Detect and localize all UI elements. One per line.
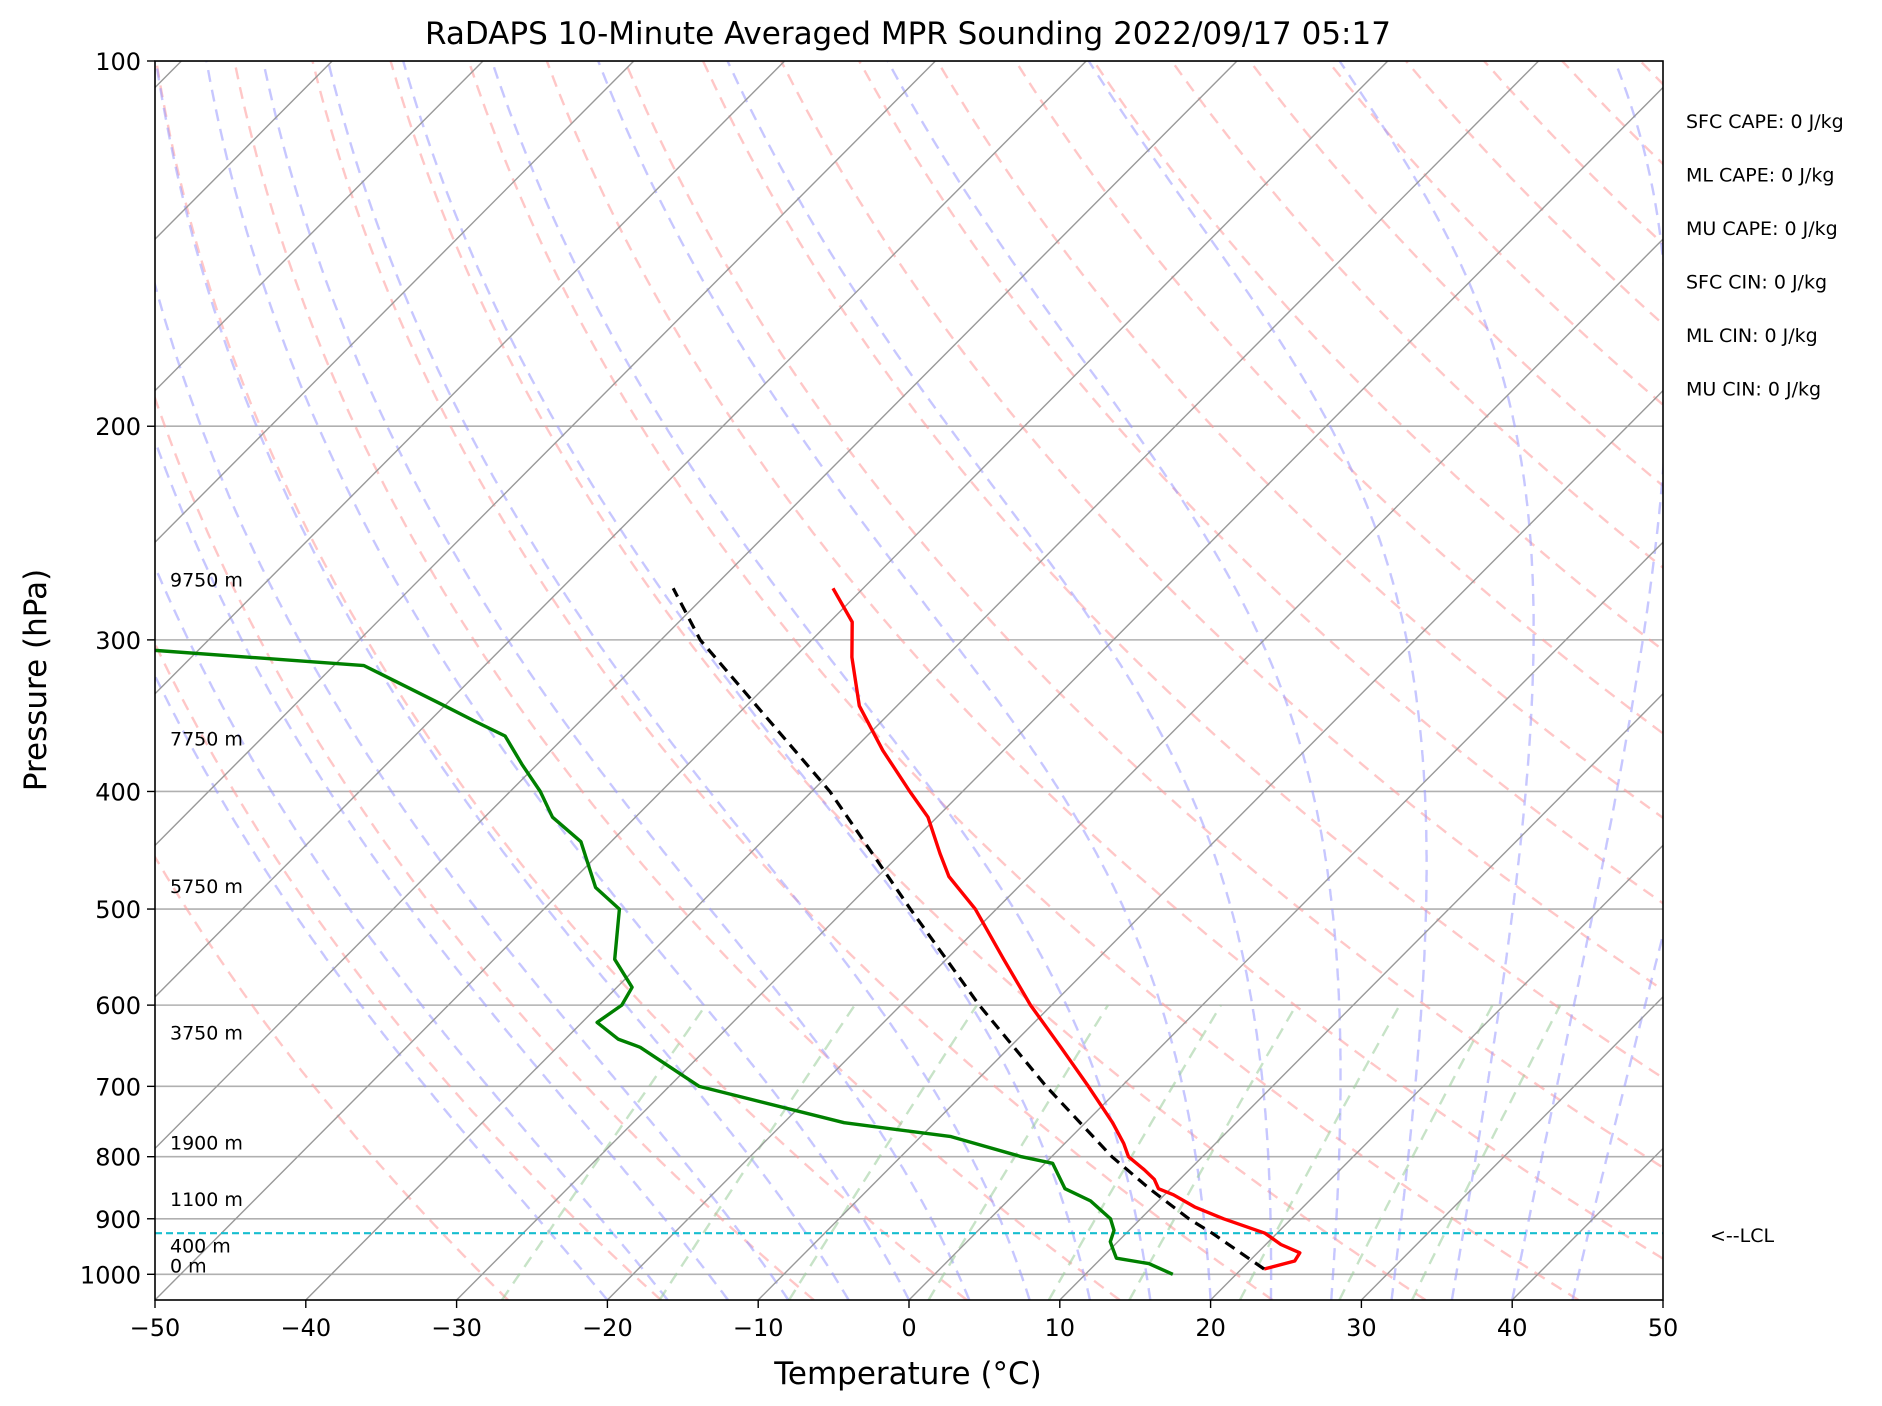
y-tick-label: 200 (95, 413, 141, 441)
height-label: 1100 m (170, 1189, 243, 1211)
mixing-ratio-line (787, 1004, 978, 1300)
dry-adiabat (389, 61, 1427, 1300)
moist-adiabat (155, 437, 729, 1300)
moist-adiabat (402, 61, 1092, 1300)
y-tick-label: 800 (95, 1144, 141, 1172)
y-tick-label: 400 (95, 778, 141, 806)
x-tick-label: −20 (582, 1314, 633, 1342)
isotherm-line (155, 61, 1389, 1300)
moist-adiabat (1338, 61, 1535, 1300)
y-tick-label: 500 (95, 896, 141, 924)
x-tick-label: 0 (901, 1314, 916, 1342)
isotherm-line (606, 238, 1663, 1300)
x-tick-label: 10 (1045, 1314, 1076, 1342)
dry-adiabat (233, 61, 1121, 1300)
x-axis-label: Temperature (°C) (773, 1356, 1042, 1392)
height-label: 3750 m (170, 1023, 243, 1045)
moist-adiabat (1511, 61, 1663, 1300)
cape-cin-annotation: MU CIN: 0 J/kg (1686, 379, 1821, 401)
dry-adiabat (858, 61, 1663, 905)
dry-adiabat (155, 854, 509, 1300)
mixing-ratio-line (1128, 1004, 1298, 1300)
dry-adiabat (623, 61, 1663, 1169)
y-axis-label: Pressure (hPa) (18, 569, 54, 791)
y-tick-label: 900 (95, 1206, 141, 1234)
dry-adiabat (545, 61, 1663, 1261)
height-label: 9750 m (170, 569, 243, 591)
height-label: 0 m (170, 1255, 207, 1277)
dewpoint-profile (155, 648, 1174, 1276)
height-label: 1900 m (170, 1132, 243, 1154)
y-tick-label: 1000 (80, 1261, 141, 1289)
moist-adiabat (155, 61, 850, 1300)
y-tick-label: 100 (95, 48, 141, 76)
plot-area (155, 61, 1663, 1300)
moist-adiabat (490, 61, 1152, 1300)
x-tick-label: −10 (733, 1314, 784, 1342)
isotherm-line (305, 61, 1540, 1300)
x-tick-label: −40 (280, 1314, 331, 1342)
chart-title: RaDAPS 10-Minute Averaged MPR Sounding 2… (425, 16, 1391, 52)
x-tick-label: 50 (1648, 1314, 1679, 1342)
isotherm-line (908, 541, 1663, 1300)
mixing-ratio-line (1238, 1004, 1401, 1300)
y-tick-label: 700 (95, 1073, 141, 1101)
moist-adiabat (205, 61, 911, 1300)
dry-adiabat (155, 641, 662, 1300)
height-label: 5750 m (170, 876, 243, 898)
dry-adiabat (311, 61, 1274, 1300)
moist-adiabat (886, 61, 1342, 1300)
mixing-ratio-line (1338, 1004, 1494, 1300)
x-tick-label: 40 (1497, 1314, 1528, 1342)
y-tick-label: 300 (95, 627, 141, 655)
mixing-ratio-line (1410, 1004, 1562, 1300)
isotherm-line (456, 86, 1663, 1300)
mixing-ratio-line (1047, 1004, 1222, 1300)
mixing-ratio-line (658, 1004, 856, 1300)
x-tick-label: 20 (1195, 1314, 1226, 1342)
moist-adiabat (726, 61, 1273, 1300)
moist-adiabat (326, 61, 1031, 1300)
cape-cin-annotation: ML CIN: 0 J/kg (1686, 325, 1818, 347)
moist-adiabat (597, 61, 1212, 1300)
isotherm-line (155, 61, 1238, 1150)
mixing-ratio-line (927, 1004, 1110, 1300)
cape-cin-annotation: SFC CAPE: 0 J/kg (1686, 111, 1844, 133)
moist-adiabat (155, 280, 790, 1300)
isotherm-line (155, 61, 1087, 998)
moist-adiabat (262, 61, 971, 1300)
moist-adiabat (155, 563, 669, 1300)
cape-cin-annotation: SFC CIN: 0 J/kg (1686, 272, 1827, 294)
parcel-profile (671, 587, 1266, 1271)
dry-adiabat (936, 61, 1663, 820)
isotherm-line (1210, 844, 1663, 1300)
cape-cin-annotation: ML CAPE: 0 J/kg (1686, 165, 1834, 187)
isotherm-line (155, 61, 635, 544)
isotherm-line (155, 61, 936, 847)
x-tick-label: −50 (130, 1314, 181, 1342)
isotherm-line (757, 389, 1663, 1300)
x-tick-label: 30 (1346, 1314, 1377, 1342)
height-label: 7750 m (170, 729, 243, 751)
moist-adiabat (1571, 930, 1663, 1300)
y-tick-label: 600 (95, 992, 141, 1020)
isotherm-line (155, 61, 484, 392)
isotherm-line (155, 61, 786, 695)
mixing-ratio-line (500, 1004, 707, 1300)
moist-adiabat (1087, 61, 1428, 1300)
lcl-label: <--LCL (1710, 1225, 1774, 1247)
dry-adiabat (467, 61, 1580, 1300)
temperature-profile (831, 587, 1302, 1271)
isotherm-line (1360, 995, 1663, 1300)
cape-cin-annotation: MU CAPE: 0 J/kg (1686, 218, 1838, 240)
height-label: 400 m (170, 1235, 231, 1257)
dry-adiabat (780, 61, 1663, 992)
x-tick-label: −30 (431, 1314, 482, 1342)
isotherm-line (1059, 692, 1663, 1300)
